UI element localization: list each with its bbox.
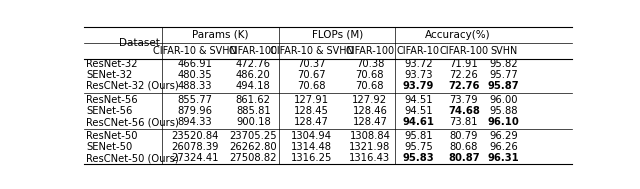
Text: FLOPs (M): FLOPs (M): [312, 30, 363, 40]
Text: 96.31: 96.31: [488, 153, 520, 163]
Text: 128.47: 128.47: [294, 117, 329, 127]
Text: 27508.82: 27508.82: [230, 153, 277, 163]
Text: 26078.39: 26078.39: [172, 142, 219, 152]
Text: 95.77: 95.77: [489, 70, 518, 80]
Text: 894.33: 894.33: [178, 117, 212, 127]
Text: ResNet-56: ResNet-56: [86, 95, 138, 105]
Text: 94.51: 94.51: [404, 106, 433, 116]
Text: 72.26: 72.26: [449, 70, 478, 80]
Text: CIFAR-100: CIFAR-100: [228, 46, 278, 56]
Text: 71.91: 71.91: [449, 59, 478, 69]
Text: Dataset: Dataset: [119, 38, 160, 48]
Text: 74.68: 74.68: [448, 106, 480, 116]
Text: CIFAR-100: CIFAR-100: [439, 46, 488, 56]
Text: 94.61: 94.61: [403, 117, 435, 127]
Text: 900.18: 900.18: [236, 117, 271, 127]
Text: 94.51: 94.51: [404, 95, 433, 105]
Text: CIFAR-10: CIFAR-10: [397, 46, 440, 56]
Text: 861.62: 861.62: [236, 95, 271, 105]
Text: 95.87: 95.87: [488, 81, 520, 91]
Text: 472.76: 472.76: [236, 59, 271, 69]
Text: 70.68: 70.68: [298, 81, 326, 91]
Text: 73.81: 73.81: [450, 117, 478, 127]
Text: 93.72: 93.72: [404, 59, 433, 69]
Text: 127.91: 127.91: [294, 95, 329, 105]
Text: 27324.41: 27324.41: [172, 153, 219, 163]
Text: 23520.84: 23520.84: [172, 131, 219, 141]
Text: CIFAR-100: CIFAR-100: [346, 46, 394, 56]
Text: SVHN: SVHN: [490, 46, 517, 56]
Text: SENet-32: SENet-32: [86, 70, 132, 80]
Text: 23705.25: 23705.25: [230, 131, 277, 141]
Text: 879.96: 879.96: [177, 106, 212, 116]
Text: ResNet-32: ResNet-32: [86, 59, 138, 69]
Text: ResCNet-56 (Ours): ResCNet-56 (Ours): [86, 117, 179, 127]
Text: 488.33: 488.33: [178, 81, 212, 91]
Text: 127.92: 127.92: [353, 95, 387, 105]
Text: 26262.80: 26262.80: [230, 142, 277, 152]
Text: 1316.43: 1316.43: [349, 153, 390, 163]
Text: SENet-50: SENet-50: [86, 142, 132, 152]
Text: 95.82: 95.82: [489, 59, 518, 69]
Text: 80.79: 80.79: [450, 131, 478, 141]
Text: 885.81: 885.81: [236, 106, 271, 116]
Text: 1308.84: 1308.84: [349, 131, 390, 141]
Text: ResCNet-50 (Ours): ResCNet-50 (Ours): [86, 153, 179, 163]
Text: 72.76: 72.76: [448, 81, 479, 91]
Text: 480.35: 480.35: [178, 70, 212, 80]
Text: CIFAR-10 & SVHN: CIFAR-10 & SVHN: [269, 46, 353, 56]
Text: 70.37: 70.37: [298, 59, 326, 69]
Text: 1321.98: 1321.98: [349, 142, 390, 152]
Text: 494.18: 494.18: [236, 81, 271, 91]
Text: 73.79: 73.79: [449, 95, 478, 105]
Text: 95.83: 95.83: [403, 153, 434, 163]
Text: 96.26: 96.26: [489, 142, 518, 152]
Text: ResCNet-32 (Ours): ResCNet-32 (Ours): [86, 81, 179, 91]
Text: 128.46: 128.46: [353, 106, 387, 116]
Text: 1314.48: 1314.48: [291, 142, 332, 152]
Text: 466.91: 466.91: [177, 59, 212, 69]
Text: 95.88: 95.88: [490, 106, 518, 116]
Text: ResNet-50: ResNet-50: [86, 131, 138, 141]
Text: 486.20: 486.20: [236, 70, 271, 80]
Text: 855.77: 855.77: [177, 95, 212, 105]
Text: 1304.94: 1304.94: [291, 131, 332, 141]
Text: 80.87: 80.87: [448, 153, 480, 163]
Text: 96.29: 96.29: [489, 131, 518, 141]
Text: 96.00: 96.00: [490, 95, 518, 105]
Text: 128.47: 128.47: [353, 117, 387, 127]
Text: 95.75: 95.75: [404, 142, 433, 152]
Text: SENet-56: SENet-56: [86, 106, 132, 116]
Text: Params (K): Params (K): [193, 30, 249, 40]
Text: 128.45: 128.45: [294, 106, 329, 116]
Text: 70.67: 70.67: [298, 70, 326, 80]
Text: 1316.25: 1316.25: [291, 153, 332, 163]
Text: 70.68: 70.68: [356, 81, 384, 91]
Text: Accuracy(%): Accuracy(%): [425, 30, 491, 40]
Text: 96.10: 96.10: [488, 117, 520, 127]
Text: 70.38: 70.38: [356, 59, 384, 69]
Text: CIFAR-10 & SVHN: CIFAR-10 & SVHN: [153, 46, 237, 56]
Text: 70.68: 70.68: [356, 70, 384, 80]
Text: 93.73: 93.73: [404, 70, 433, 80]
Text: 95.81: 95.81: [404, 131, 433, 141]
Text: 93.79: 93.79: [403, 81, 434, 91]
Text: 80.68: 80.68: [450, 142, 478, 152]
